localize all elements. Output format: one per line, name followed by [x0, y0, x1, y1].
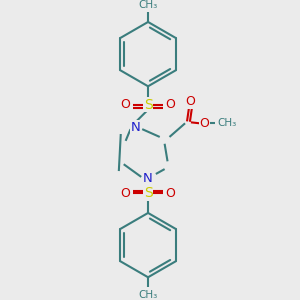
Text: N: N [130, 121, 140, 134]
Text: O: O [166, 98, 176, 111]
Text: CH₃: CH₃ [217, 118, 237, 128]
Text: O: O [121, 187, 130, 200]
Text: CH₃: CH₃ [138, 290, 158, 300]
Text: CH₃: CH₃ [138, 0, 158, 11]
Text: N: N [143, 172, 153, 185]
Text: S: S [144, 187, 152, 200]
Text: S: S [144, 98, 152, 112]
Text: O: O [185, 95, 195, 108]
Text: O: O [166, 187, 176, 200]
Text: O: O [200, 117, 209, 130]
Text: O: O [121, 98, 130, 111]
